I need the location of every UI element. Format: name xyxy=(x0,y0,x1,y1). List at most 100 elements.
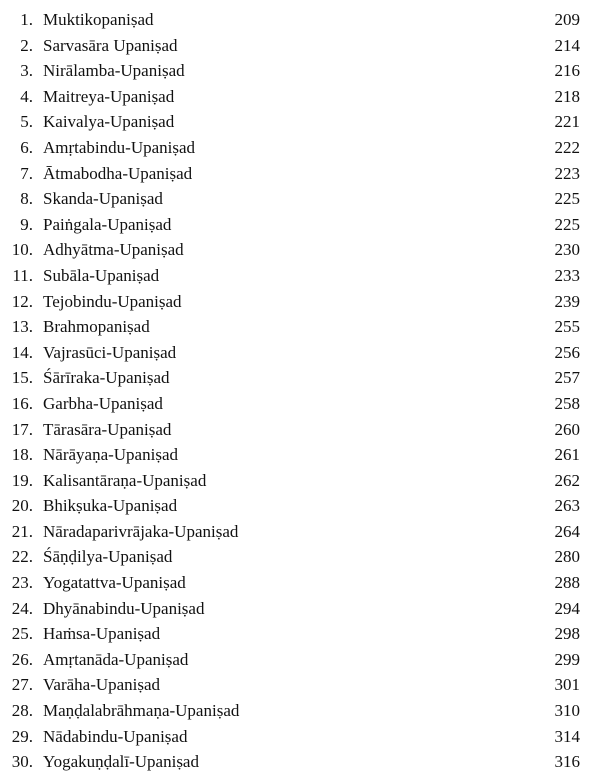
entry-title: Yogakuṇḍalī-Upaniṣad xyxy=(43,752,199,772)
entry-page-number: 310 xyxy=(554,701,581,721)
entry-title: Haṁsa-Upaniṣad xyxy=(43,624,161,644)
toc-entry: 27. Varāha-Upaniṣad 301 xyxy=(0,672,600,698)
toc-entry: 8. Skanda-Upaniṣad 225 xyxy=(0,186,600,212)
entry-page-number: 316 xyxy=(554,752,581,772)
entry-title: Maṇḍalabrāhmaṇa-Upaniṣad xyxy=(43,701,240,721)
table-of-contents: 1. Muktikopaniṣad 209 2. Sarvasāra Upaniṣad 2… xyxy=(0,7,600,775)
entry-number: 3. xyxy=(20,61,33,81)
entry-page-number: 209 xyxy=(554,10,581,29)
entry-page-number: 233 xyxy=(554,265,581,285)
entry-page-number: 225 xyxy=(554,214,581,234)
entry-number: 13. xyxy=(11,317,33,337)
entry-page-number: 294 xyxy=(554,598,581,618)
entry-number: 9. xyxy=(20,214,33,234)
toc-entry: 5. Kaivalya-Upaniṣad 221 xyxy=(0,109,600,135)
toc-entry: 24. Dhyānabindu-Upaniṣad 294 xyxy=(0,596,600,622)
toc-entry: 26. Amṛtanāda-Upaniṣad 299 xyxy=(0,647,600,673)
entry-number: 25. xyxy=(11,624,33,644)
entry-title: Maitreya-Upaniṣad xyxy=(43,86,175,106)
toc-entry: 17. Tārasāra-Upaniṣad 260 xyxy=(0,417,600,443)
entry-title: Dhyānabindu-Upaniṣad xyxy=(43,598,205,618)
entry-page-number: 264 xyxy=(554,521,581,541)
entry-number: 19. xyxy=(11,470,33,490)
entry-page-number: 257 xyxy=(554,368,581,388)
toc-entry: 2. Sarvasāra Upaniṣad 214 xyxy=(0,33,600,59)
entry-number: 24. xyxy=(11,598,33,618)
entry-title: Śārīraka-Upaniṣad xyxy=(43,368,170,388)
entry-page-number: 222 xyxy=(554,137,581,157)
entry-title: Tārasāra-Upaniṣad xyxy=(43,419,172,439)
toc-entry: 9. Paiṅgala-Upaniṣad 225 xyxy=(0,212,600,238)
entry-title: Paiṅgala-Upaniṣad xyxy=(43,214,172,234)
entry-title: Kaivalya-Upaniṣad xyxy=(43,112,175,132)
entry-page-number: 258 xyxy=(554,393,581,413)
entry-title: Brahmopaniṣad xyxy=(43,317,150,337)
entry-page-number: 225 xyxy=(554,189,581,209)
entry-number: 15. xyxy=(11,368,33,388)
toc-entry: 25. Haṁsa-Upaniṣad 298 xyxy=(0,621,600,647)
entry-page-number: 216 xyxy=(554,61,581,81)
entry-page-number: 218 xyxy=(554,86,581,106)
entry-number: 14. xyxy=(11,342,33,362)
entry-page-number: 223 xyxy=(554,163,581,183)
entry-number: 18. xyxy=(11,445,33,465)
entry-title: Amṛtabindu-Upaniṣad xyxy=(43,137,196,157)
entry-number: 23. xyxy=(11,573,33,593)
entry-page-number: 288 xyxy=(554,573,581,593)
entry-title: Garbha-Upaniṣad xyxy=(43,393,163,413)
entry-number: 7. xyxy=(20,163,33,183)
entry-title: Subāla-Upaniṣad xyxy=(43,265,160,285)
entry-number: 17. xyxy=(11,419,33,439)
entry-number: 21. xyxy=(11,521,33,541)
toc-entry: 16. Garbha-Upaniṣad 258 xyxy=(0,391,600,417)
entry-number: 11. xyxy=(12,265,33,285)
entry-page-number: 280 xyxy=(554,547,581,567)
toc-entry: 28. Maṇḍalabrāhmaṇa-Upaniṣad 310 xyxy=(0,698,600,724)
toc-entry: 1. Muktikopaniṣad 209 xyxy=(0,7,600,33)
entry-title: Varāha-Upaniṣad xyxy=(43,675,161,695)
entry-page-number: 299 xyxy=(554,649,581,669)
toc-entry: 14. Vajrasūci-Upaniṣad 256 xyxy=(0,340,600,366)
entry-page-number: 261 xyxy=(554,445,581,465)
entry-page-number: 263 xyxy=(554,496,581,516)
entry-number: 12. xyxy=(11,291,33,311)
entry-number: 4. xyxy=(20,86,33,106)
entry-title: Muktikopaniṣad xyxy=(43,10,154,29)
entry-title: Nādabindu-Upaniṣad xyxy=(43,726,188,746)
entry-number: 28. xyxy=(11,701,33,721)
entry-title: Nāradaparivrājaka-Upaniṣad xyxy=(43,521,239,541)
entry-number: 6. xyxy=(20,137,33,157)
toc-entry: 18. Nārāyaṇa-Upaniṣad 261 xyxy=(0,442,600,468)
entry-number: 22. xyxy=(11,547,33,567)
entry-page-number: 214 xyxy=(554,35,581,55)
toc-entry: 7. Ātmabodha-Upaniṣad 223 xyxy=(0,161,600,187)
entry-title: Bhikṣuka-Upaniṣad xyxy=(43,496,178,516)
entry-title: Amṛtanāda-Upaniṣad xyxy=(43,649,189,669)
entry-page-number: 221 xyxy=(554,112,581,132)
toc-entry: 3. Nirālamba-Upaniṣad 216 xyxy=(0,58,600,84)
entry-number: 30. xyxy=(11,752,33,772)
toc-entry: 12. Tejobindu-Upaniṣad 239 xyxy=(0,289,600,315)
entry-title: Nirālamba-Upaniṣad xyxy=(43,61,185,81)
entry-title: Yogatattva-Upaniṣad xyxy=(43,573,186,593)
entry-title: Vajrasūci-Upaniṣad xyxy=(43,342,177,362)
entry-number: 27. xyxy=(11,675,33,695)
entry-page-number: 255 xyxy=(554,317,581,337)
toc-entry: 6. Amṛtabindu-Upaniṣad 222 xyxy=(0,135,600,161)
entry-number: 26. xyxy=(11,649,33,669)
toc-entry: 19. Kalisantāraṇa-Upaniṣad 262 xyxy=(0,468,600,494)
entry-title: Śāṇḍilya-Upaniṣad xyxy=(43,547,173,567)
entry-number: 10. xyxy=(11,240,33,260)
toc-entry: 21. Nāradaparivrājaka-Upaniṣad 264 xyxy=(0,519,600,545)
toc-entry: 20. Bhikṣuka-Upaniṣad 263 xyxy=(0,493,600,519)
toc-entry: 23. Yogatattva-Upaniṣad 288 xyxy=(0,570,600,596)
entry-page-number: 298 xyxy=(554,624,581,644)
entry-title: Kalisantāraṇa-Upaniṣad xyxy=(43,470,207,490)
entry-number: 29. xyxy=(11,726,33,746)
entry-page-number: 230 xyxy=(554,240,581,260)
toc-entry: 15. Śārīraka-Upaniṣad 257 xyxy=(0,365,600,391)
toc-entry: 29. Nādabindu-Upaniṣad 314 xyxy=(0,724,600,750)
entry-page-number: 256 xyxy=(554,342,581,362)
toc-entry: 22. Śāṇḍilya-Upaniṣad 280 xyxy=(0,544,600,570)
entry-title: Skanda-Upaniṣad xyxy=(43,189,163,209)
